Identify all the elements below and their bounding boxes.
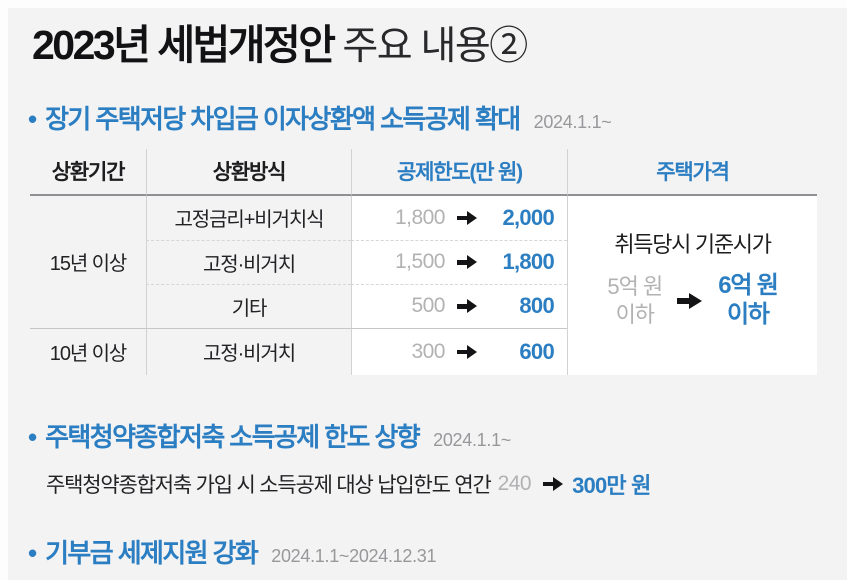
section2-body: 주택청약종합저축 가입 시 소득공제 대상 납입한도 연간 240 300만 원 — [46, 468, 847, 500]
section2-effective-date: 2024.1.1~ — [433, 429, 511, 450]
arrow-right-icon — [457, 344, 478, 359]
page-title-main: 2023년 세법개정안 — [32, 22, 336, 68]
bullet-icon: • — [28, 103, 38, 134]
section3-effective-date: 2024.1.1~2024.12.31 — [271, 545, 437, 566]
table-cell-period-15yr: 15년 이상 — [30, 196, 146, 329]
bullet-icon: • — [28, 537, 38, 568]
house-price-change: 5억 원 이하 6억 원 이하 — [607, 272, 779, 330]
bullet-icon: • — [28, 421, 38, 452]
mortgage-deduction-table: 상환기간 상환방식 공제한도(만 원) 주택가격 15년 이상 10년 이상 고… — [30, 148, 817, 375]
left-edge-strip — [0, 0, 8, 580]
old-limit-value: 1,500 — [394, 250, 446, 274]
old-limit-value: 300 — [411, 339, 445, 363]
col-header-repayment-period: 상환기간 — [30, 149, 146, 196]
old-limit-value: 500 — [411, 294, 445, 318]
section2-heading: • 주택청약종합저축 소득공제 한도 상향 2024.1.1~ — [28, 417, 847, 454]
col-header-repayment-method: 상환방식 — [146, 148, 351, 196]
col-header-deduction-limit: 공제한도(만 원) — [351, 148, 567, 196]
new-house-price-line2: 이하 — [727, 300, 770, 328]
arrow-right-icon — [677, 292, 703, 310]
table-cell-method: 고정·비거치 — [146, 240, 351, 285]
table-cell-limit: 300 600 — [351, 328, 567, 375]
table-cell-period-10yr: 10년 이상 — [49, 343, 128, 366]
section3-heading: • 기부금 세제지원 강화 2024.1.1~2024.12.31 — [28, 533, 847, 570]
top-edge-strip — [0, 0, 847, 8]
old-house-price-line1: 5억 원 — [607, 274, 663, 300]
page-title-sub: 주요 내용② — [342, 25, 528, 68]
arrow-right-icon — [457, 299, 478, 314]
new-limit-value: 600 — [519, 338, 554, 364]
section1-effective-date: 2024.1.1~ — [533, 111, 612, 132]
new-house-price: 6억 원 이하 — [718, 272, 779, 330]
table-cell-limit: 1,500 1,800 — [351, 240, 567, 285]
new-limit-value: 800 — [519, 293, 554, 319]
house-price-basis-label: 취득당시 기준시가 — [614, 232, 772, 258]
new-limit-value: 2,000 — [502, 204, 554, 230]
table-cell-limit: 1,800 2,000 — [351, 195, 567, 241]
section3-heading-text: 기부금 세제지원 강화 — [45, 537, 259, 568]
new-annual-limit: 300만 원 — [572, 472, 651, 498]
table-cell-limit: 500 800 — [351, 284, 567, 329]
col-header-house-price: 주택가격 — [567, 148, 817, 196]
new-limit-value: 1,800 — [502, 249, 554, 275]
arrow-right-icon — [457, 210, 478, 225]
arrow-right-icon — [543, 476, 564, 491]
arrow-right-icon — [457, 255, 478, 270]
old-annual-limit: 240 — [497, 471, 532, 495]
table-cell-method: 고정금리+비거치식 — [146, 195, 351, 241]
page-title: 2023년 세법개정안 주요 내용② — [32, 22, 847, 68]
section2-body-text: 주택청약종합저축 가입 시 소득공제 대상 납입한도 연간 — [46, 473, 492, 497]
section2-heading-text: 주택청약종합저축 소득공제 한도 상향 — [45, 421, 421, 452]
old-house-price-line2: 이하 — [615, 301, 655, 327]
table-cell-method: 기타 — [146, 284, 351, 329]
section1-heading: • 장기 주택저당 차입금 이자상환액 소득공제 확대 2024.1.1~ — [28, 99, 847, 136]
new-house-price-line1: 6억 원 — [718, 272, 779, 300]
section1-heading-text: 장기 주택저당 차입금 이자상환액 소득공제 확대 — [45, 103, 521, 134]
old-limit-value: 1,800 — [394, 205, 446, 229]
old-house-price: 5억 원 이하 — [607, 273, 663, 328]
table-cell-house-price: 취득당시 기준시가 5억 원 이하 6억 원 이하 — [567, 195, 817, 375]
table-cell-method: 고정·비거치 — [146, 328, 351, 375]
